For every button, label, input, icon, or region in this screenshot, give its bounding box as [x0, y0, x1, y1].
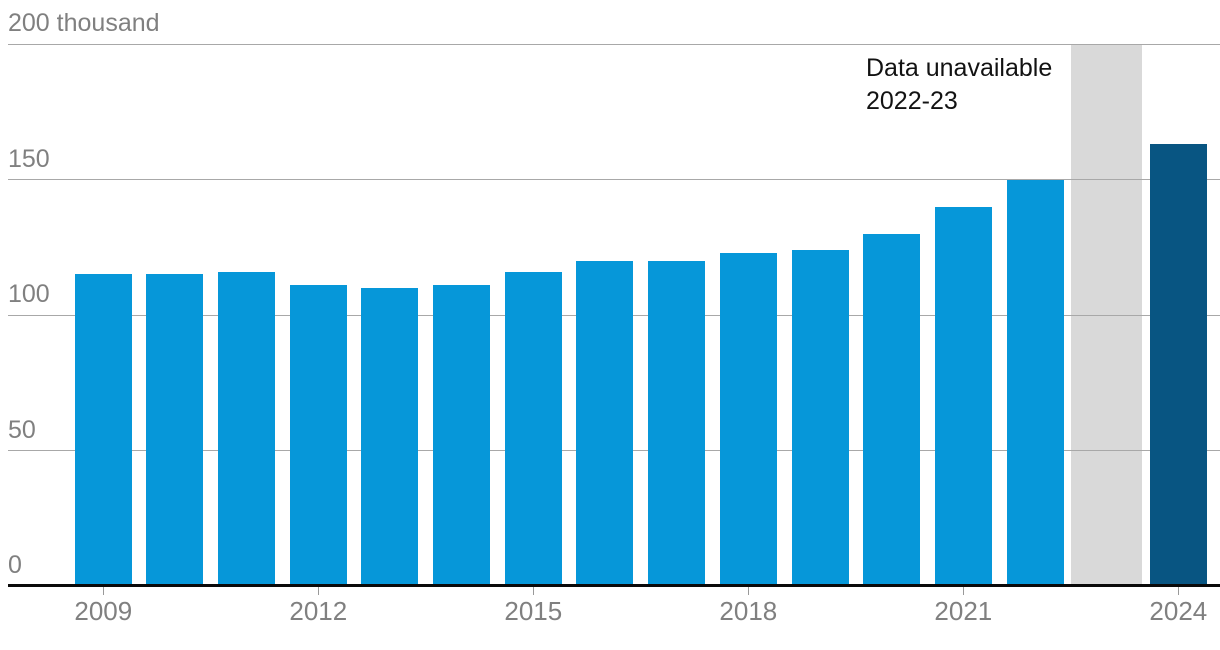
- bar-2013: [361, 287, 419, 586]
- bar-2011: [218, 271, 276, 586]
- x-axis-tick-2024: [1178, 587, 1180, 595]
- y-axis-label-100: 100: [8, 280, 50, 308]
- y-axis-label-50: 50: [8, 415, 36, 444]
- x-axis-label-2015: 2015: [504, 596, 563, 626]
- x-axis-label-2012: 2012: [289, 596, 348, 626]
- bar-2016: [576, 260, 634, 586]
- bar-2022: [1006, 179, 1064, 586]
- bar-2009: [74, 274, 132, 586]
- gridline-200: [8, 43, 1220, 45]
- bar-2021: [934, 206, 992, 586]
- bar-2010: [146, 274, 204, 586]
- y-axis-label-0: 0: [8, 551, 22, 579]
- bar-2015: [504, 271, 562, 586]
- annotation-line-2: 2022-23: [866, 87, 958, 115]
- x-axis-tick-2009: [103, 587, 105, 595]
- x-axis-tick-2021: [963, 587, 965, 595]
- y-axis-label-150: 150: [8, 144, 50, 173]
- gridline-150: [8, 179, 1220, 180]
- x-axis-line: [8, 584, 1220, 587]
- x-axis-tick-2018: [748, 587, 750, 595]
- bar-2019: [791, 249, 849, 586]
- x-axis-label-2021: 2021: [934, 596, 993, 626]
- bar-2014: [433, 285, 491, 586]
- x-axis-label-2009: 2009: [74, 596, 133, 626]
- x-axis-label-2018: 2018: [719, 596, 778, 626]
- missing-data-annotation: Data unavailable 2022-23: [866, 52, 1052, 118]
- x-axis-label-2024: 2024: [1149, 596, 1208, 626]
- bar-2024: [1149, 144, 1207, 586]
- x-axis-tick-2015: [533, 587, 535, 595]
- bar-2020: [863, 233, 921, 586]
- y-axis-label-200: 200 thousand: [8, 9, 160, 37]
- annotation-line-1: Data unavailable: [866, 54, 1053, 82]
- x-axis-tick-2012: [318, 587, 320, 595]
- bar-2012: [289, 285, 347, 586]
- bar-2018: [719, 252, 777, 586]
- bar-2017: [648, 260, 706, 586]
